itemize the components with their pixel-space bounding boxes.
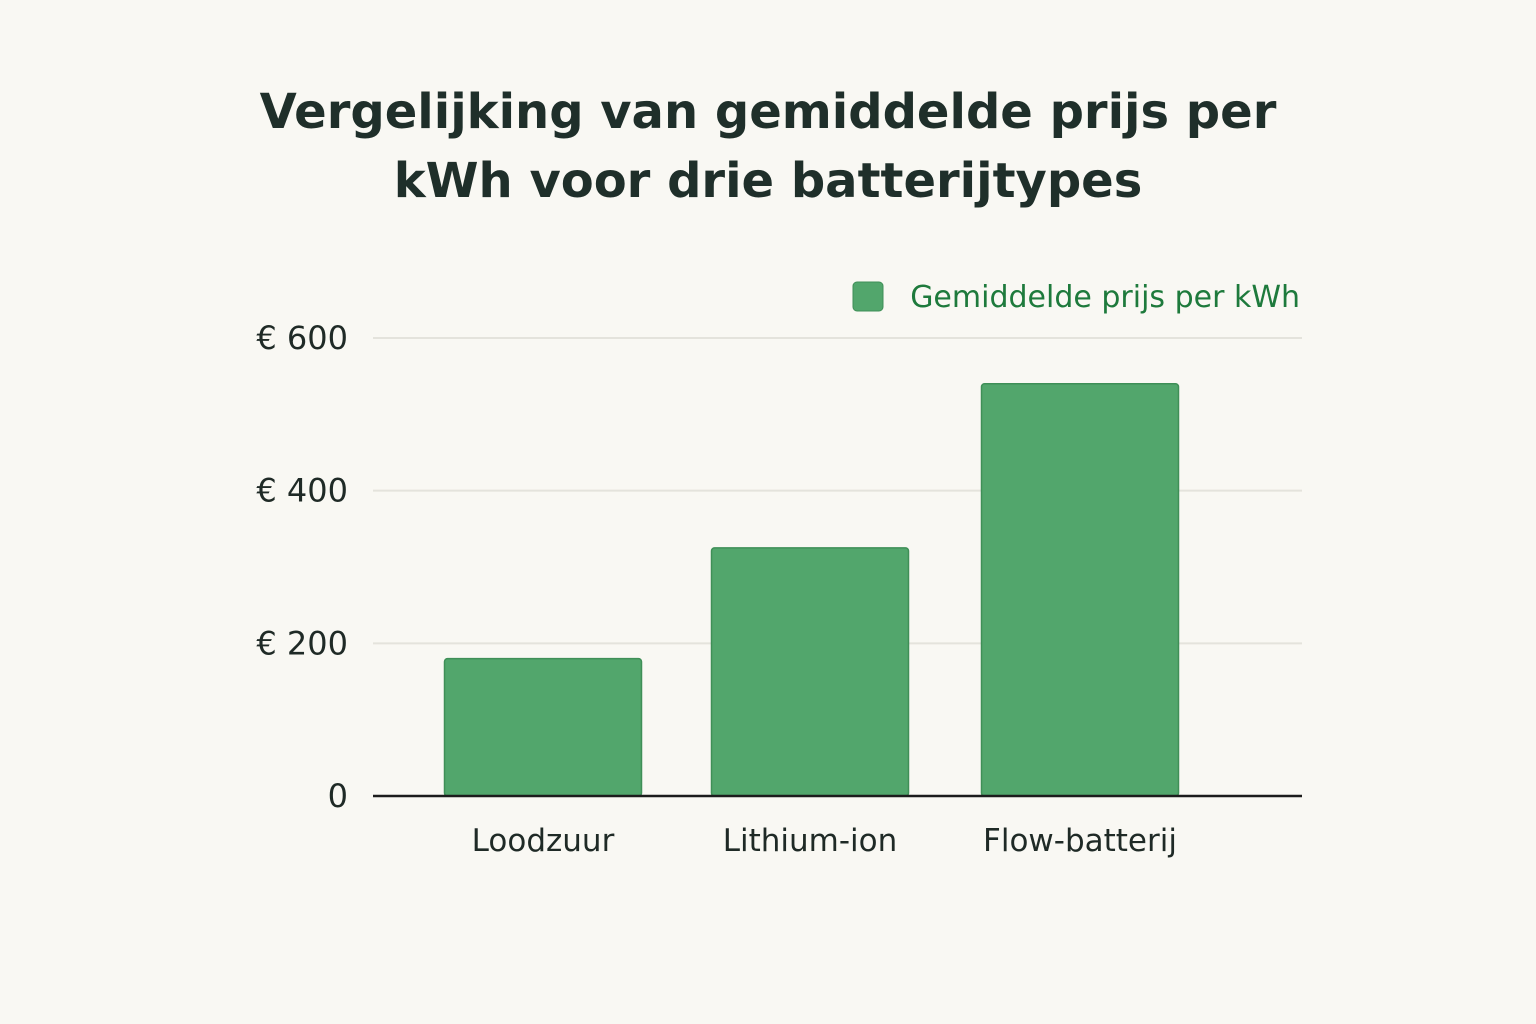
x-category-label: Loodzuur bbox=[472, 823, 615, 859]
x-category-label: Lithium-ion bbox=[723, 823, 898, 859]
legend: Gemiddelde prijs per kWh bbox=[852, 280, 1300, 315]
chart-title-line-2: kWh voor drie batterijtypes bbox=[393, 153, 1143, 209]
y-tick-label: € 200 bbox=[256, 624, 348, 662]
y-tick-label: € 400 bbox=[256, 472, 348, 510]
y-tick-label: 0 bbox=[328, 777, 348, 815]
chart-title-line-1: Vergelijking van gemiddelde prijs per bbox=[259, 84, 1277, 140]
x-category-label: Flow-batterij bbox=[983, 823, 1177, 859]
x-axis-categories: Loodzuur Lithium-ion Flow-batterij bbox=[472, 823, 1177, 859]
bar bbox=[710, 547, 910, 797]
bars bbox=[443, 383, 1180, 797]
bar bbox=[980, 383, 1180, 797]
legend-swatch bbox=[852, 281, 884, 312]
chart-title: Vergelijking van gemiddelde prijs per kW… bbox=[0, 78, 1536, 216]
y-axis-ticks: 0 € 200 € 400 € 600 bbox=[256, 319, 348, 815]
legend-label: Gemiddelde prijs per kWh bbox=[910, 280, 1300, 315]
bar bbox=[443, 657, 643, 797]
y-tick-label: € 600 bbox=[256, 319, 348, 357]
